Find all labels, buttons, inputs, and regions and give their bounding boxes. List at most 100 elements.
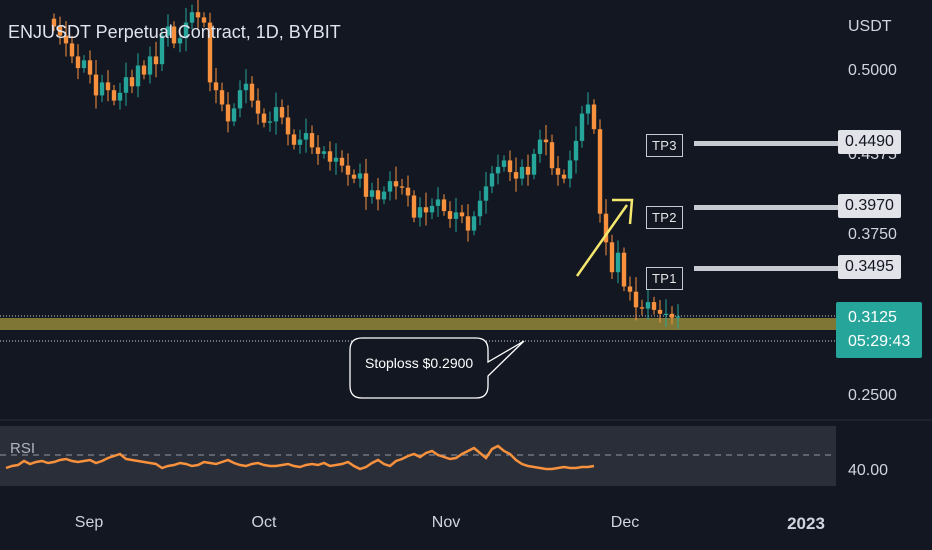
candle-body bbox=[675, 316, 681, 318]
candle-body bbox=[567, 160, 573, 179]
candle-body bbox=[147, 56, 153, 75]
candle-body bbox=[165, 26, 171, 36]
candle-body bbox=[177, 38, 183, 44]
candle-body bbox=[63, 35, 69, 44]
candle-body bbox=[657, 309, 663, 314]
candle-body bbox=[219, 90, 225, 105]
tp1-line bbox=[694, 266, 840, 271]
candle-body bbox=[525, 166, 531, 175]
candle-body bbox=[423, 207, 429, 213]
candle-body bbox=[297, 139, 303, 145]
current-price: 0.3125 bbox=[848, 309, 897, 326]
candle-body bbox=[183, 22, 189, 39]
tp2-price: 0.3970 bbox=[838, 194, 901, 218]
time-label-2023: 2023 bbox=[787, 514, 825, 533]
candle-body bbox=[309, 133, 315, 148]
time-label-nov: Nov bbox=[431, 514, 461, 531]
candle-body bbox=[117, 92, 123, 101]
support-zone bbox=[0, 318, 836, 330]
price-tick-0: 0.5000 bbox=[848, 62, 897, 79]
candle-body bbox=[555, 168, 561, 175]
candle-body bbox=[381, 191, 387, 200]
tp3-label: TP3 bbox=[646, 134, 683, 157]
candle-body bbox=[207, 22, 213, 83]
candle-body bbox=[543, 139, 549, 143]
candle-body bbox=[57, 26, 63, 36]
candle-body bbox=[291, 134, 297, 145]
candle-countdown: 05:29:43 bbox=[848, 333, 911, 350]
candle-body bbox=[465, 216, 471, 231]
candle-body bbox=[453, 212, 459, 219]
candle-body bbox=[141, 65, 147, 75]
candle-body bbox=[579, 113, 585, 141]
candle-body bbox=[591, 104, 597, 130]
candle-body bbox=[231, 108, 237, 122]
candle-body bbox=[105, 82, 111, 91]
candle-body bbox=[81, 60, 87, 69]
candle-body bbox=[417, 207, 423, 218]
rsi-line bbox=[5, 444, 595, 471]
candle-body bbox=[225, 104, 231, 122]
candle-body bbox=[249, 83, 255, 101]
candle-body bbox=[243, 83, 249, 91]
candle-body bbox=[549, 142, 555, 169]
tp1-price: 0.3495 bbox=[838, 255, 901, 279]
candle-body bbox=[561, 174, 567, 179]
time-label-dec: Dec bbox=[610, 514, 640, 531]
candle-body bbox=[99, 82, 105, 96]
candle-body bbox=[447, 211, 453, 219]
candle-body bbox=[213, 82, 219, 91]
candle-body bbox=[261, 113, 267, 123]
candle-body bbox=[333, 157, 339, 162]
candle-body bbox=[573, 140, 579, 161]
candle-body bbox=[327, 151, 333, 162]
candle-body bbox=[357, 173, 363, 179]
candle-body bbox=[201, 17, 207, 23]
candle-body bbox=[369, 190, 375, 197]
candle-body bbox=[339, 157, 345, 166]
tp3-line bbox=[694, 141, 840, 146]
candle-body bbox=[609, 242, 615, 273]
candle-body bbox=[501, 160, 507, 167]
candle-body bbox=[129, 77, 135, 87]
candle-body bbox=[477, 200, 483, 217]
candle-body bbox=[255, 100, 261, 114]
target-arrow bbox=[575, 198, 634, 277]
candle-body bbox=[321, 151, 327, 154]
current-price-badge: 0.3125 05:29:43 bbox=[836, 302, 922, 358]
candle-body bbox=[495, 166, 501, 174]
candle-body bbox=[303, 133, 309, 140]
target-arrow-shaft bbox=[575, 204, 629, 277]
candle-body bbox=[627, 286, 633, 292]
candle-body bbox=[639, 307, 645, 309]
price-unit: USDT bbox=[848, 18, 892, 35]
candle-body bbox=[345, 165, 351, 175]
candle-body bbox=[111, 90, 117, 101]
stoploss-text: Stoploss $0.2900 bbox=[365, 355, 474, 371]
candle-body bbox=[663, 313, 669, 315]
rsi-level-value: 40.00 bbox=[848, 462, 889, 479]
candle-body bbox=[435, 199, 441, 206]
candle-body bbox=[393, 181, 399, 187]
candle-body bbox=[633, 291, 639, 308]
candle-body bbox=[429, 205, 435, 213]
rsi-label: RSI bbox=[10, 440, 36, 457]
candle-body bbox=[537, 139, 543, 154]
candle-body bbox=[519, 166, 525, 179]
candle-body bbox=[285, 117, 291, 135]
price-tick-2: 0.3750 bbox=[848, 226, 897, 243]
candle-body bbox=[411, 195, 417, 218]
candle-body bbox=[399, 186, 405, 188]
candle-body bbox=[615, 252, 621, 273]
candle-body bbox=[531, 153, 537, 175]
candles-group bbox=[51, 0, 681, 329]
candle-body bbox=[597, 129, 603, 214]
candle-body bbox=[441, 199, 447, 212]
price-tick-3: 0.2500 bbox=[848, 387, 897, 404]
candle-body bbox=[405, 187, 411, 196]
candle-body bbox=[273, 107, 279, 122]
candle-body bbox=[237, 90, 243, 109]
candle-body bbox=[69, 43, 75, 57]
stoploss-callout bbox=[349, 337, 525, 399]
